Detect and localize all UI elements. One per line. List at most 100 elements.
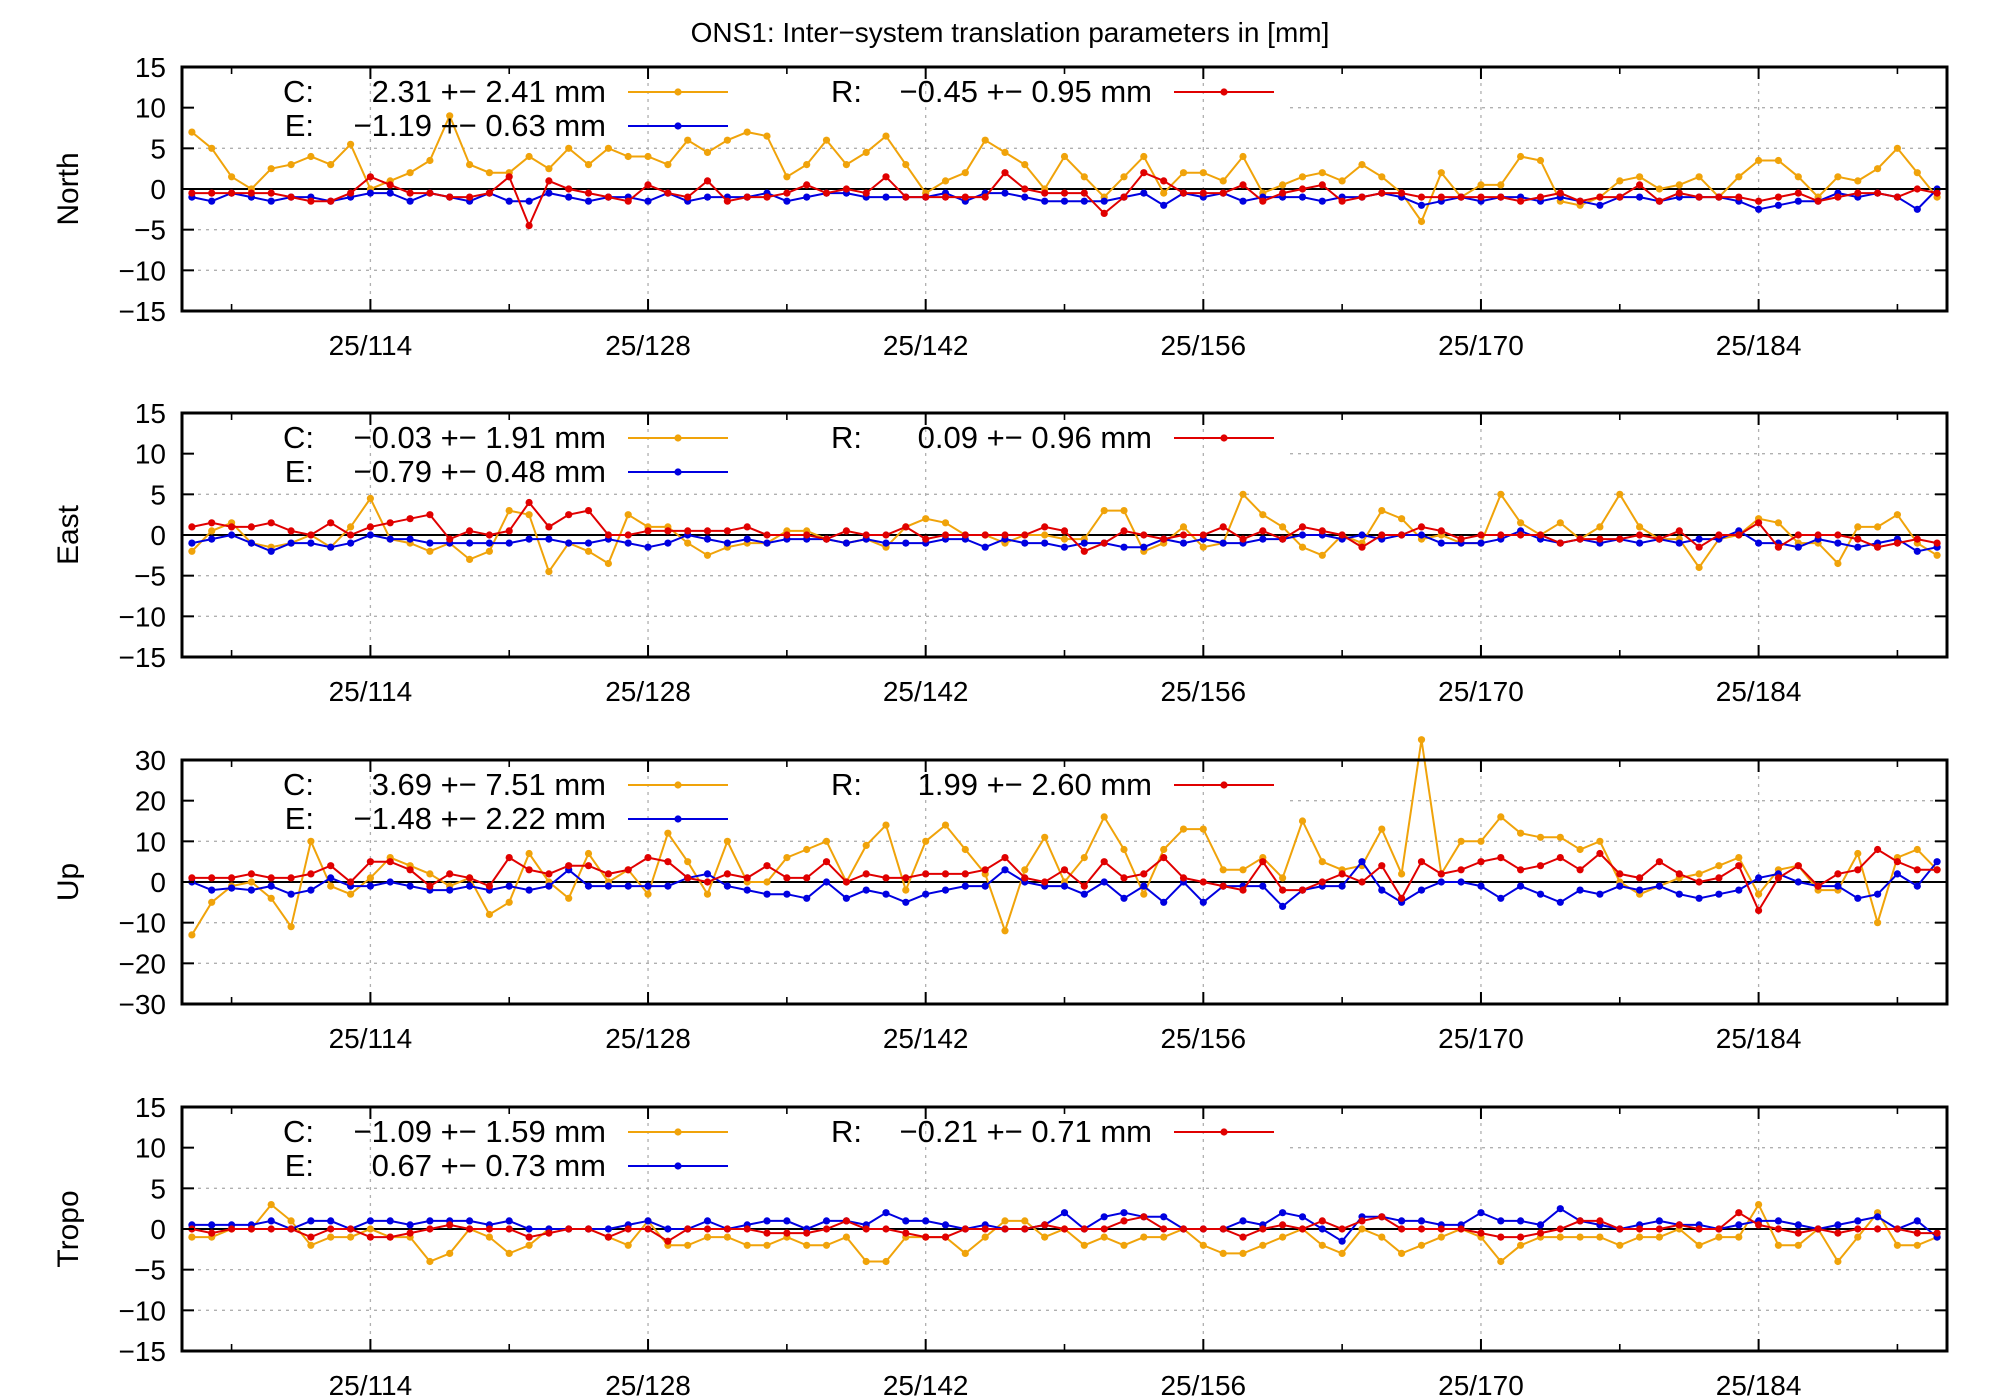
- data-point-R: [1794, 189, 1802, 197]
- x-tick-label: 25/142: [883, 330, 969, 361]
- legend-label-E: E:: [285, 454, 314, 489]
- data-point-R: [1536, 531, 1545, 539]
- data-point-E: [1060, 197, 1069, 205]
- data-point-C: [584, 547, 593, 555]
- data-point-R: [803, 181, 811, 189]
- y-tick-label: −5: [134, 215, 166, 246]
- data-point-R: [247, 1225, 255, 1233]
- data-point-C: [1854, 849, 1862, 858]
- data-point-C: [1140, 890, 1148, 898]
- data-point-R: [584, 862, 593, 870]
- panel-tropo: −15 −10 −5 0 5 10 15 25/114 25/128 25/142 25/156 25…: [52, 1092, 1949, 1400]
- data-point-C: [783, 173, 791, 181]
- data-point-R: [644, 527, 652, 535]
- data-point-C: [684, 539, 692, 547]
- data-point-R: [1576, 535, 1584, 543]
- data-point-E: [327, 543, 335, 551]
- data-point-E: [763, 890, 771, 898]
- data-point-R: [1041, 189, 1049, 197]
- data-point-E: [1913, 205, 1921, 213]
- data-point-C: [1001, 148, 1009, 156]
- data-point-R: [1100, 539, 1108, 547]
- data-point-C: [703, 1233, 712, 1241]
- data-point-E: [208, 535, 216, 543]
- y-tick-label: −5: [134, 561, 166, 592]
- data-point-E: [822, 878, 831, 886]
- data-point-C: [922, 515, 930, 523]
- data-point-C: [1616, 490, 1624, 498]
- data-point-C: [525, 511, 533, 519]
- data-point-C: [1279, 181, 1287, 189]
- data-point-R: [1080, 1225, 1088, 1233]
- data-point-C: [1080, 173, 1088, 181]
- data-point-R: [584, 507, 593, 515]
- data-point-E: [1715, 890, 1723, 898]
- y-tick-label: 0: [150, 1214, 166, 1245]
- data-point-C: [1893, 511, 1901, 519]
- data-point-E: [267, 197, 275, 205]
- data-point-C: [1417, 1241, 1426, 1249]
- data-point-R: [505, 173, 513, 181]
- data-point-R: [1834, 1229, 1842, 1237]
- data-point-C: [327, 1233, 335, 1241]
- y-axis-label-east: East: [52, 504, 85, 565]
- data-point-R: [505, 527, 513, 535]
- data-point-E: [505, 1217, 513, 1225]
- data-point-R: [1893, 193, 1901, 201]
- data-point-E: [208, 886, 216, 894]
- legend-swatch-marker-E: [674, 815, 682, 823]
- data-point-R: [1794, 862, 1802, 870]
- data-point-C: [1219, 1249, 1227, 1257]
- data-point-C: [1874, 523, 1882, 531]
- data-point-E: [981, 543, 989, 551]
- data-point-R: [466, 527, 474, 535]
- data-point-R: [1913, 866, 1921, 874]
- y-tick-label: −10: [119, 908, 167, 939]
- data-point-R: [1179, 874, 1188, 882]
- data-point-E: [624, 882, 632, 890]
- data-point-E: [1854, 894, 1862, 902]
- data-point-R: [307, 197, 315, 205]
- data-point-C: [703, 890, 712, 898]
- y-tick-label: −10: [119, 255, 167, 286]
- data-point-R: [545, 177, 553, 185]
- data-point-C: [1636, 523, 1644, 531]
- data-point-R: [783, 874, 791, 882]
- data-point-C: [307, 837, 315, 845]
- data-point-R: [466, 874, 474, 882]
- data-point-R: [1398, 1225, 1406, 1233]
- data-point-E: [1279, 902, 1287, 911]
- data-point-C: [188, 128, 196, 136]
- data-point-R: [743, 874, 751, 882]
- data-point-R: [1774, 1225, 1782, 1233]
- data-point-R: [1437, 870, 1445, 878]
- data-point-E: [1477, 539, 1485, 547]
- data-point-R: [267, 519, 275, 527]
- y-axis-label-north: North: [52, 152, 85, 225]
- data-point-C: [208, 898, 216, 906]
- series-R-east: [188, 498, 1941, 555]
- data-point-E: [525, 1225, 533, 1233]
- data-point-C: [922, 837, 930, 845]
- data-point-R: [1060, 1225, 1069, 1233]
- data-point-E: [1239, 197, 1247, 205]
- data-point-R: [1398, 894, 1406, 902]
- data-point-R: [1457, 193, 1465, 201]
- data-point-E: [565, 193, 573, 201]
- data-point-R: [228, 523, 236, 531]
- data-point-R: [1318, 527, 1326, 535]
- data-point-R: [941, 870, 950, 878]
- data-point-E: [664, 882, 672, 890]
- data-point-C: [902, 886, 910, 894]
- data-point-R: [882, 874, 890, 882]
- data-point-R: [228, 1225, 236, 1233]
- data-point-R: [1417, 1225, 1426, 1233]
- data-point-R: [1179, 189, 1188, 197]
- data-point-C: [267, 165, 275, 173]
- data-point-C: [961, 845, 969, 854]
- data-point-R: [1437, 193, 1445, 201]
- series-R-up: [188, 845, 1941, 915]
- data-point-R: [1556, 1225, 1564, 1233]
- data-point-R: [1794, 531, 1802, 539]
- data-point-R: [1933, 1229, 1941, 1237]
